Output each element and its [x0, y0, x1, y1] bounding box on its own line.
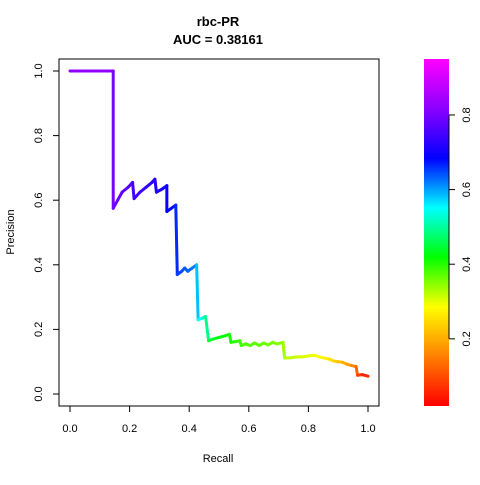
- colorbar-tick-label: 0.2: [461, 331, 473, 346]
- x-axis-label: Recall: [203, 453, 234, 465]
- colorbar-tick-label: 0.6: [461, 182, 473, 197]
- x-tick-label: 0.4: [182, 423, 197, 435]
- curve-segment: [111, 198, 120, 210]
- curve-segment: [116, 190, 124, 202]
- pr-curve: [68, 69, 370, 378]
- colorbar-tick-label: 0.8: [461, 107, 473, 122]
- y-tick-label: 0.4: [33, 257, 45, 272]
- x-axis: 0.0 0.2 0.4 0.6 0.8 1.0: [62, 405, 376, 435]
- y-axis-label: Precision: [5, 209, 17, 254]
- y-tick-label: 0.6: [33, 193, 45, 208]
- curve-segment: [174, 203, 179, 276]
- x-tick-label: 0.2: [122, 423, 137, 435]
- curve-segment: [195, 263, 200, 322]
- curve-segment: [360, 373, 370, 378]
- x-tick-label: 0.6: [241, 423, 256, 435]
- y-tick-label: 0.2: [33, 322, 45, 337]
- curve-segment: [153, 177, 158, 194]
- curve-segment: [131, 180, 136, 201]
- y-tick-label: 1.0: [33, 63, 45, 78]
- colorbar-tick-label: 0.4: [461, 257, 473, 272]
- y-tick-label: 0.8: [33, 128, 45, 143]
- chart-title-line-2: AUC = 0.38161: [173, 32, 263, 47]
- curve-segment: [281, 340, 287, 360]
- colorbar: [424, 59, 449, 406]
- chart-title-line-1: rbc-PR: [197, 14, 240, 29]
- y-tick-label: 0.0: [33, 386, 45, 401]
- plot-frame: [58, 58, 380, 407]
- y-axis: 0.0 0.2 0.4 0.6 0.8 1.0: [33, 63, 60, 402]
- x-tick-label: 1.0: [360, 423, 375, 435]
- colorbar-axis: 0.2 0.4 0.6 0.8: [448, 107, 473, 346]
- curve-segment: [204, 314, 211, 343]
- x-tick-label: 0.8: [301, 423, 316, 435]
- x-tick-label: 0.0: [62, 423, 77, 435]
